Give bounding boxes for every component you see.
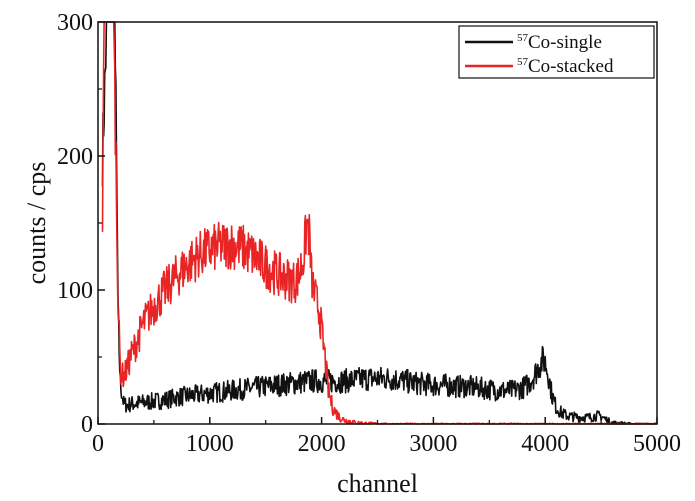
series-layer (101, 21, 658, 425)
legend-name-co-single: Co-single (528, 32, 602, 53)
legend-sup-co-single: 57 (517, 32, 529, 44)
legend-label-co-stacked: 57Co-stacked (517, 56, 614, 77)
legend-name-co-stacked: Co-stacked (528, 56, 614, 77)
legend-box (458, 25, 655, 79)
series-line-co-single (101, 21, 658, 425)
y-tick-label: 0 (81, 412, 93, 438)
y-axis-label: counts / cps (22, 162, 51, 285)
legend-sup-co-stacked: 57 (517, 56, 529, 68)
series-line-co-stacked (101, 21, 658, 425)
y-tick-label: 200 (57, 144, 93, 170)
y-tick-label: 300 (57, 10, 93, 36)
x-tick-label: 4000 (521, 431, 569, 457)
x-axis-label: channel (337, 469, 418, 498)
x-tick-label: 3000 (409, 431, 457, 457)
x-tick-label: 5000 (633, 431, 681, 457)
x-tick-label: 2000 (298, 431, 346, 457)
y-tick-label: 100 (57, 278, 93, 304)
legend: 57Co-single 57Co-stacked (458, 25, 655, 79)
x-tick-label: 0 (92, 431, 104, 457)
legend-label-co-single: 57Co-single (517, 32, 602, 53)
plot-frame (97, 21, 658, 425)
x-tick-label: 1000 (186, 431, 234, 457)
ticks-layer: 0 1000 2000 3000 4000 5000 0 100 200 300 (57, 10, 681, 457)
